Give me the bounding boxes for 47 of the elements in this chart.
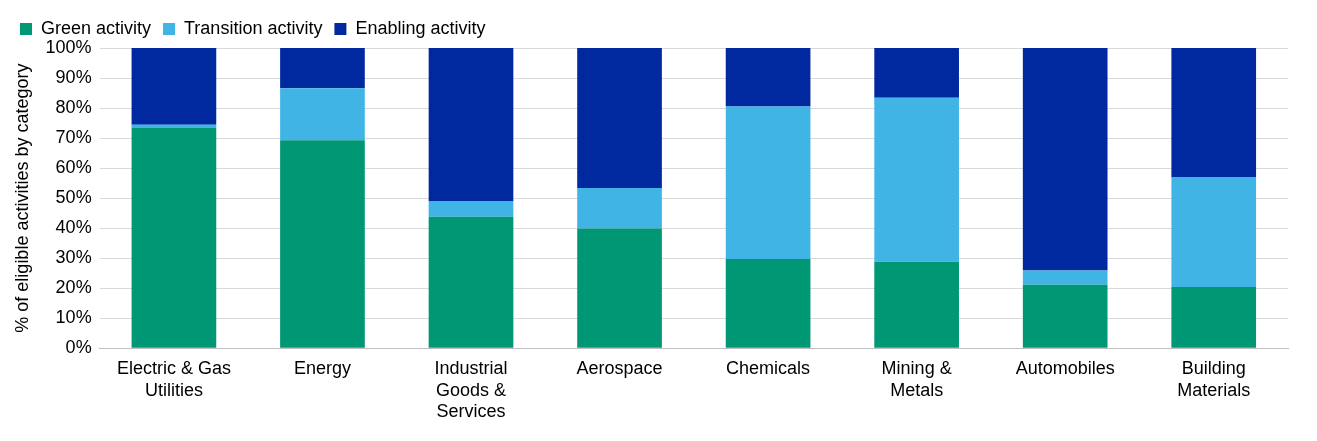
bar xyxy=(428,48,514,202)
y-tick-label: 30% xyxy=(55,247,92,268)
legend-label: Green activity xyxy=(41,17,152,38)
x-tick-label: Mining & Metals xyxy=(881,357,952,400)
y-tick-label: 20% xyxy=(55,277,92,298)
bar xyxy=(280,88,365,141)
bar xyxy=(280,140,365,348)
y-axis-title: % of eligible activities by category xyxy=(11,63,32,333)
x-tick-label: Automobiles xyxy=(1015,357,1115,378)
y-tick-label: 70% xyxy=(55,127,92,148)
legend-label: Enabling activity xyxy=(355,17,486,38)
bar xyxy=(1022,270,1108,285)
bar xyxy=(131,124,217,128)
y-tick-label: 80% xyxy=(55,97,92,118)
x-tick-label: Electric & Gas Utilities xyxy=(116,357,231,400)
bar xyxy=(131,127,217,348)
y-tick-label: 0% xyxy=(65,337,92,358)
bar xyxy=(577,187,662,229)
bar xyxy=(725,48,811,107)
bar xyxy=(874,48,959,98)
bar xyxy=(577,48,662,188)
bar xyxy=(1022,48,1108,271)
bar xyxy=(874,97,959,262)
bar xyxy=(1022,284,1108,348)
bar xyxy=(1171,286,1257,348)
bar xyxy=(725,106,811,260)
y-tick-label: 40% xyxy=(55,217,92,238)
legend-label: Transition activity xyxy=(184,17,323,38)
bar xyxy=(1171,177,1257,287)
x-tick-label: Aerospace xyxy=(576,357,663,378)
y-tick-label: 10% xyxy=(55,307,92,328)
bar xyxy=(1171,48,1257,178)
y-tick-label: 100% xyxy=(45,36,92,57)
bar xyxy=(280,48,365,89)
bar xyxy=(577,228,662,348)
bar xyxy=(428,201,514,217)
x-tick-label: Chemicals xyxy=(726,357,811,378)
y-tick-label: 60% xyxy=(55,157,92,178)
bar xyxy=(428,216,514,348)
y-tick-label: 50% xyxy=(55,187,92,208)
bar xyxy=(874,261,959,348)
bar xyxy=(131,48,217,125)
x-tick-label: Building Materials xyxy=(1177,357,1251,400)
x-tick-label: Industrial Goods & Services xyxy=(434,357,508,422)
y-tick-label: 90% xyxy=(55,66,92,87)
bar xyxy=(725,259,811,348)
x-tick-label: Energy xyxy=(293,357,351,378)
